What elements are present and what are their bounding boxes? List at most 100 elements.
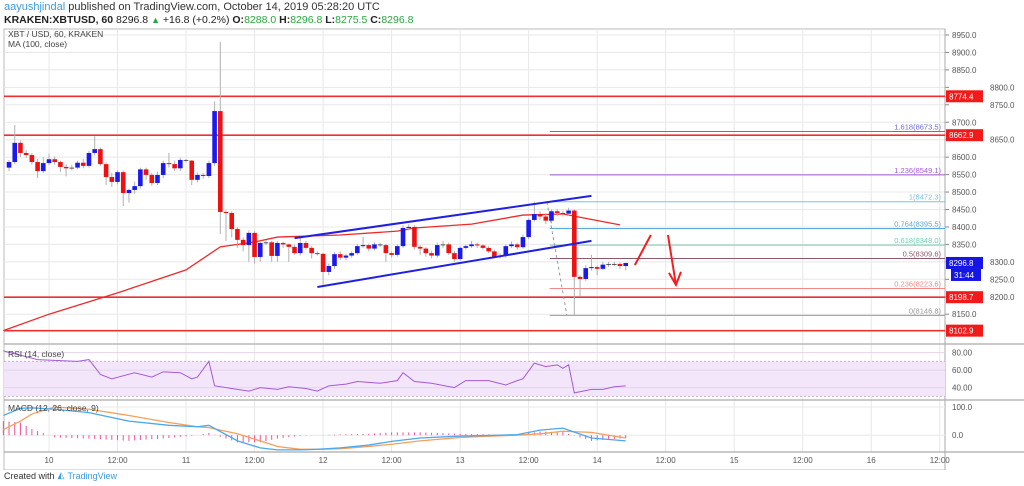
arrowhead-icon [668,271,682,288]
candle [452,253,457,260]
candle [86,152,92,166]
symbol-info: KRAKEN:XBTUSD, 60 8296.8 ▲ +16.8 (+0.2%)… [4,14,413,26]
candle [75,162,80,168]
candle [343,255,349,258]
fib-level-label: 0.618(8348.0) [894,236,941,245]
candle [583,268,589,279]
candle [332,254,337,267]
channel-lower-line[interactable] [317,239,592,288]
candle [423,248,429,254]
fib-level-label: 0.236(8223.6) [894,280,941,289]
candle [503,246,509,256]
channel-upper-line[interactable] [294,194,592,240]
price-tick-label: 8200.0 [990,293,1015,302]
macd-tick-label: 0.0 [952,431,964,440]
candle [218,111,223,212]
candle [520,237,526,248]
tradingview-brand[interactable]: TradingView [67,470,117,481]
candle [23,152,29,156]
time-tick-label: 11 [182,456,191,465]
time-tick-label: 12:00 [656,456,677,465]
candle [18,142,23,153]
price-tag-label: 8774.4 [949,92,974,101]
candle [309,247,314,254]
time-tick-label: 16 [867,456,876,465]
candle [434,245,440,256]
candle [606,263,611,265]
candle [623,262,629,267]
candle [280,243,286,245]
price-tag [946,256,983,269]
candle [189,160,195,180]
candle [492,251,497,257]
candle [35,162,40,172]
price-tick-label: 8350.0 [952,240,977,249]
price-tick-label: 8500.0 [952,188,977,197]
candle [132,186,137,190]
candle [514,244,520,248]
candle [269,242,274,256]
price-chart[interactable]: 10 12:00 11 12:00 12 12:00 13 12:00 14 12:00 15 12:… [0,0,1024,470]
price-tick-label: 8950.0 [952,31,977,40]
price-tag-label: 8296.8 [949,259,974,268]
candle [589,267,594,269]
candle [537,214,543,217]
candle [383,245,389,254]
rsi-legend: RSI (14, close) [8,349,64,359]
macd-line [3,407,626,451]
candle [246,232,252,246]
publish-info: aayushjindal published on TradingView.co… [4,1,380,13]
candle [355,246,360,254]
countdown-label: 31:44 [954,271,975,280]
author-link[interactable]: aayushjindal [4,1,66,13]
candle [257,243,263,257]
fib-level-label: 0.5(8309.6) [903,249,942,258]
price-tick-label: 8250.0 [990,275,1015,284]
rsi-line [3,350,626,394]
candle [594,267,600,269]
candle [543,216,549,221]
candle [480,245,486,248]
candle [360,245,366,247]
price-tick-label: 8600.0 [952,153,977,162]
candle [115,172,120,182]
candle [372,244,377,249]
candle [29,155,35,163]
price-tick-label: 8550.0 [952,171,977,180]
candle [58,162,63,167]
price-tag [946,90,983,103]
candle [297,243,303,254]
published-text: published on TradingView.com, October 14… [68,1,380,13]
candle [412,226,417,247]
time-tick-label: 10 [45,456,54,465]
candle [377,244,383,246]
candle [98,149,103,165]
candle [178,159,183,169]
macd-tick-label: 100.0 [952,403,973,412]
time-tick-label: 12:00 [930,456,951,465]
candle [166,163,172,165]
price-tick-label: 8800.0 [990,83,1015,92]
price-tick-label: 8700.0 [952,118,977,127]
close-value: 8296.8 [381,14,414,26]
price-tick-label: 8400.0 [952,223,977,232]
rsi-tick-label: 60.00 [952,366,973,375]
candle [183,159,189,161]
candle [611,263,617,265]
low-label: L: [325,14,336,26]
price-tag-label: 8198.7 [949,293,974,302]
candle [69,167,75,169]
candle [212,111,217,164]
triangle-up-icon: ▲ [151,15,160,25]
candle [600,264,606,269]
candle [400,227,406,247]
time-tick-label: 12:00 [793,456,814,465]
rsi-band [4,361,945,397]
candle [286,244,292,247]
down-arrow-icon[interactable] [666,234,677,286]
candle [126,189,132,194]
candle [315,253,320,255]
candle [526,219,531,238]
candle [92,149,97,153]
up-trend-line[interactable] [633,234,652,266]
